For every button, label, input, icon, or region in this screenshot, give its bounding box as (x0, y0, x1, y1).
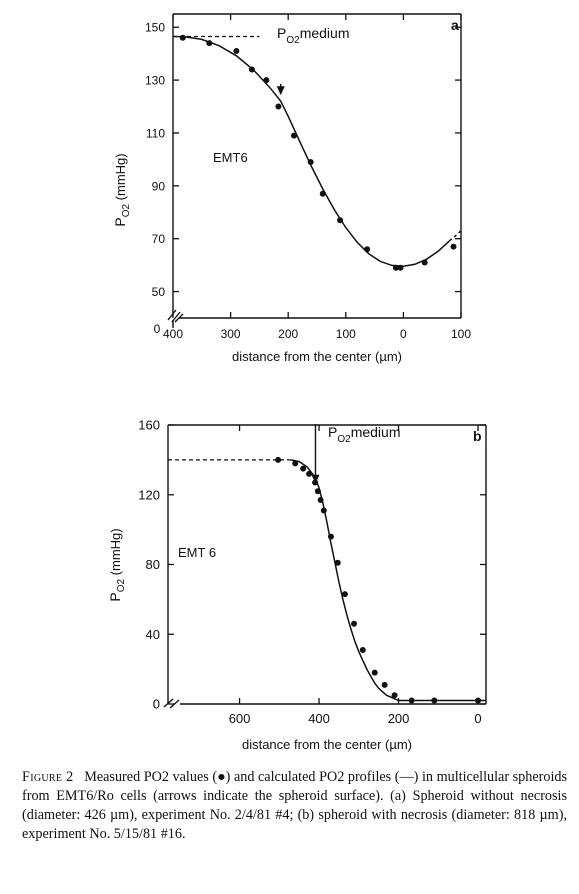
panel-letter: b (473, 428, 482, 444)
x-tick-label: 100 (336, 327, 356, 341)
x-tick-label: 600 (229, 711, 251, 726)
x-tick-label: 0 (474, 711, 481, 726)
data-point (179, 34, 186, 41)
data-point (341, 591, 348, 598)
medium-label: PO2medium (277, 25, 349, 46)
panel-letter: a (451, 17, 459, 33)
y-axis-label: PO2 (mmHg) (107, 528, 127, 601)
y-tick-label: 160 (138, 418, 160, 433)
x-tick-label: 300 (221, 327, 241, 341)
data-point (334, 559, 341, 566)
figure-caption: Figure 2 Measured P​O2 values (●) and ca… (22, 768, 567, 844)
x-axis-label: distance from the center (µm) (242, 737, 412, 752)
x-tick-label: 200 (388, 711, 410, 726)
y-tick-label: 50 (152, 285, 166, 299)
y-tick-label: 150 (145, 21, 165, 35)
y-tick-label: 130 (145, 74, 165, 88)
x-axis-label: distance from the center (µm) (232, 349, 402, 364)
calculated-profile-curve (172, 35, 451, 267)
data-point (381, 681, 388, 688)
data-point (351, 620, 358, 627)
data-point (450, 243, 457, 250)
data-point (371, 669, 378, 676)
data-point (359, 646, 366, 653)
data-point (300, 465, 307, 472)
data-point (233, 48, 240, 55)
y-tick-label: 80 (146, 557, 160, 572)
cell-line-label: EMT6 (213, 150, 248, 165)
data-point (275, 103, 282, 110)
cell-line-label: EMT 6 (178, 545, 216, 560)
axis-break-mark (169, 699, 180, 709)
y-tick-label: 120 (138, 487, 160, 502)
x-tick-label: 100 (451, 327, 471, 341)
y-axis-label: PO2 (mmHg) (112, 153, 132, 226)
calculated-profile-curve (291, 459, 486, 702)
y-tick-label: 40 (146, 627, 160, 642)
data-point (290, 132, 297, 139)
figure-label: Figure 2 (22, 769, 74, 785)
surface-arrow-head (276, 86, 285, 96)
axis-break-mark (174, 313, 184, 323)
x-tick-label: 200 (278, 327, 298, 341)
y-tick-label: 110 (146, 126, 165, 140)
data-point (275, 456, 282, 463)
medium-label: PO2medium (328, 424, 400, 445)
data-point (292, 460, 299, 467)
y-tick-label: 0 (153, 697, 160, 712)
axis-break-mark (167, 309, 177, 321)
y-tick-label: 70 (152, 232, 166, 246)
calculated-profile-extension (449, 230, 462, 242)
panel-a: 0 50 70 90 110 130 150 400 300 200 100 0 100 distance… (112, 13, 471, 364)
data-point (391, 692, 398, 699)
y-tick-label: 90 (152, 179, 166, 193)
caption-text: Measured P​O2 values (●) and calculated … (22, 769, 568, 842)
y-tick-label: 0 (154, 322, 161, 336)
x-tick-label: 400 (163, 327, 183, 341)
x-tick-label: 400 (308, 711, 330, 726)
axis-break-mark (163, 698, 174, 708)
panel-b: 0 40 80 120 160 600 400 200 0 distance from the c… (107, 418, 487, 752)
x-tick-label: 0 (400, 327, 407, 341)
